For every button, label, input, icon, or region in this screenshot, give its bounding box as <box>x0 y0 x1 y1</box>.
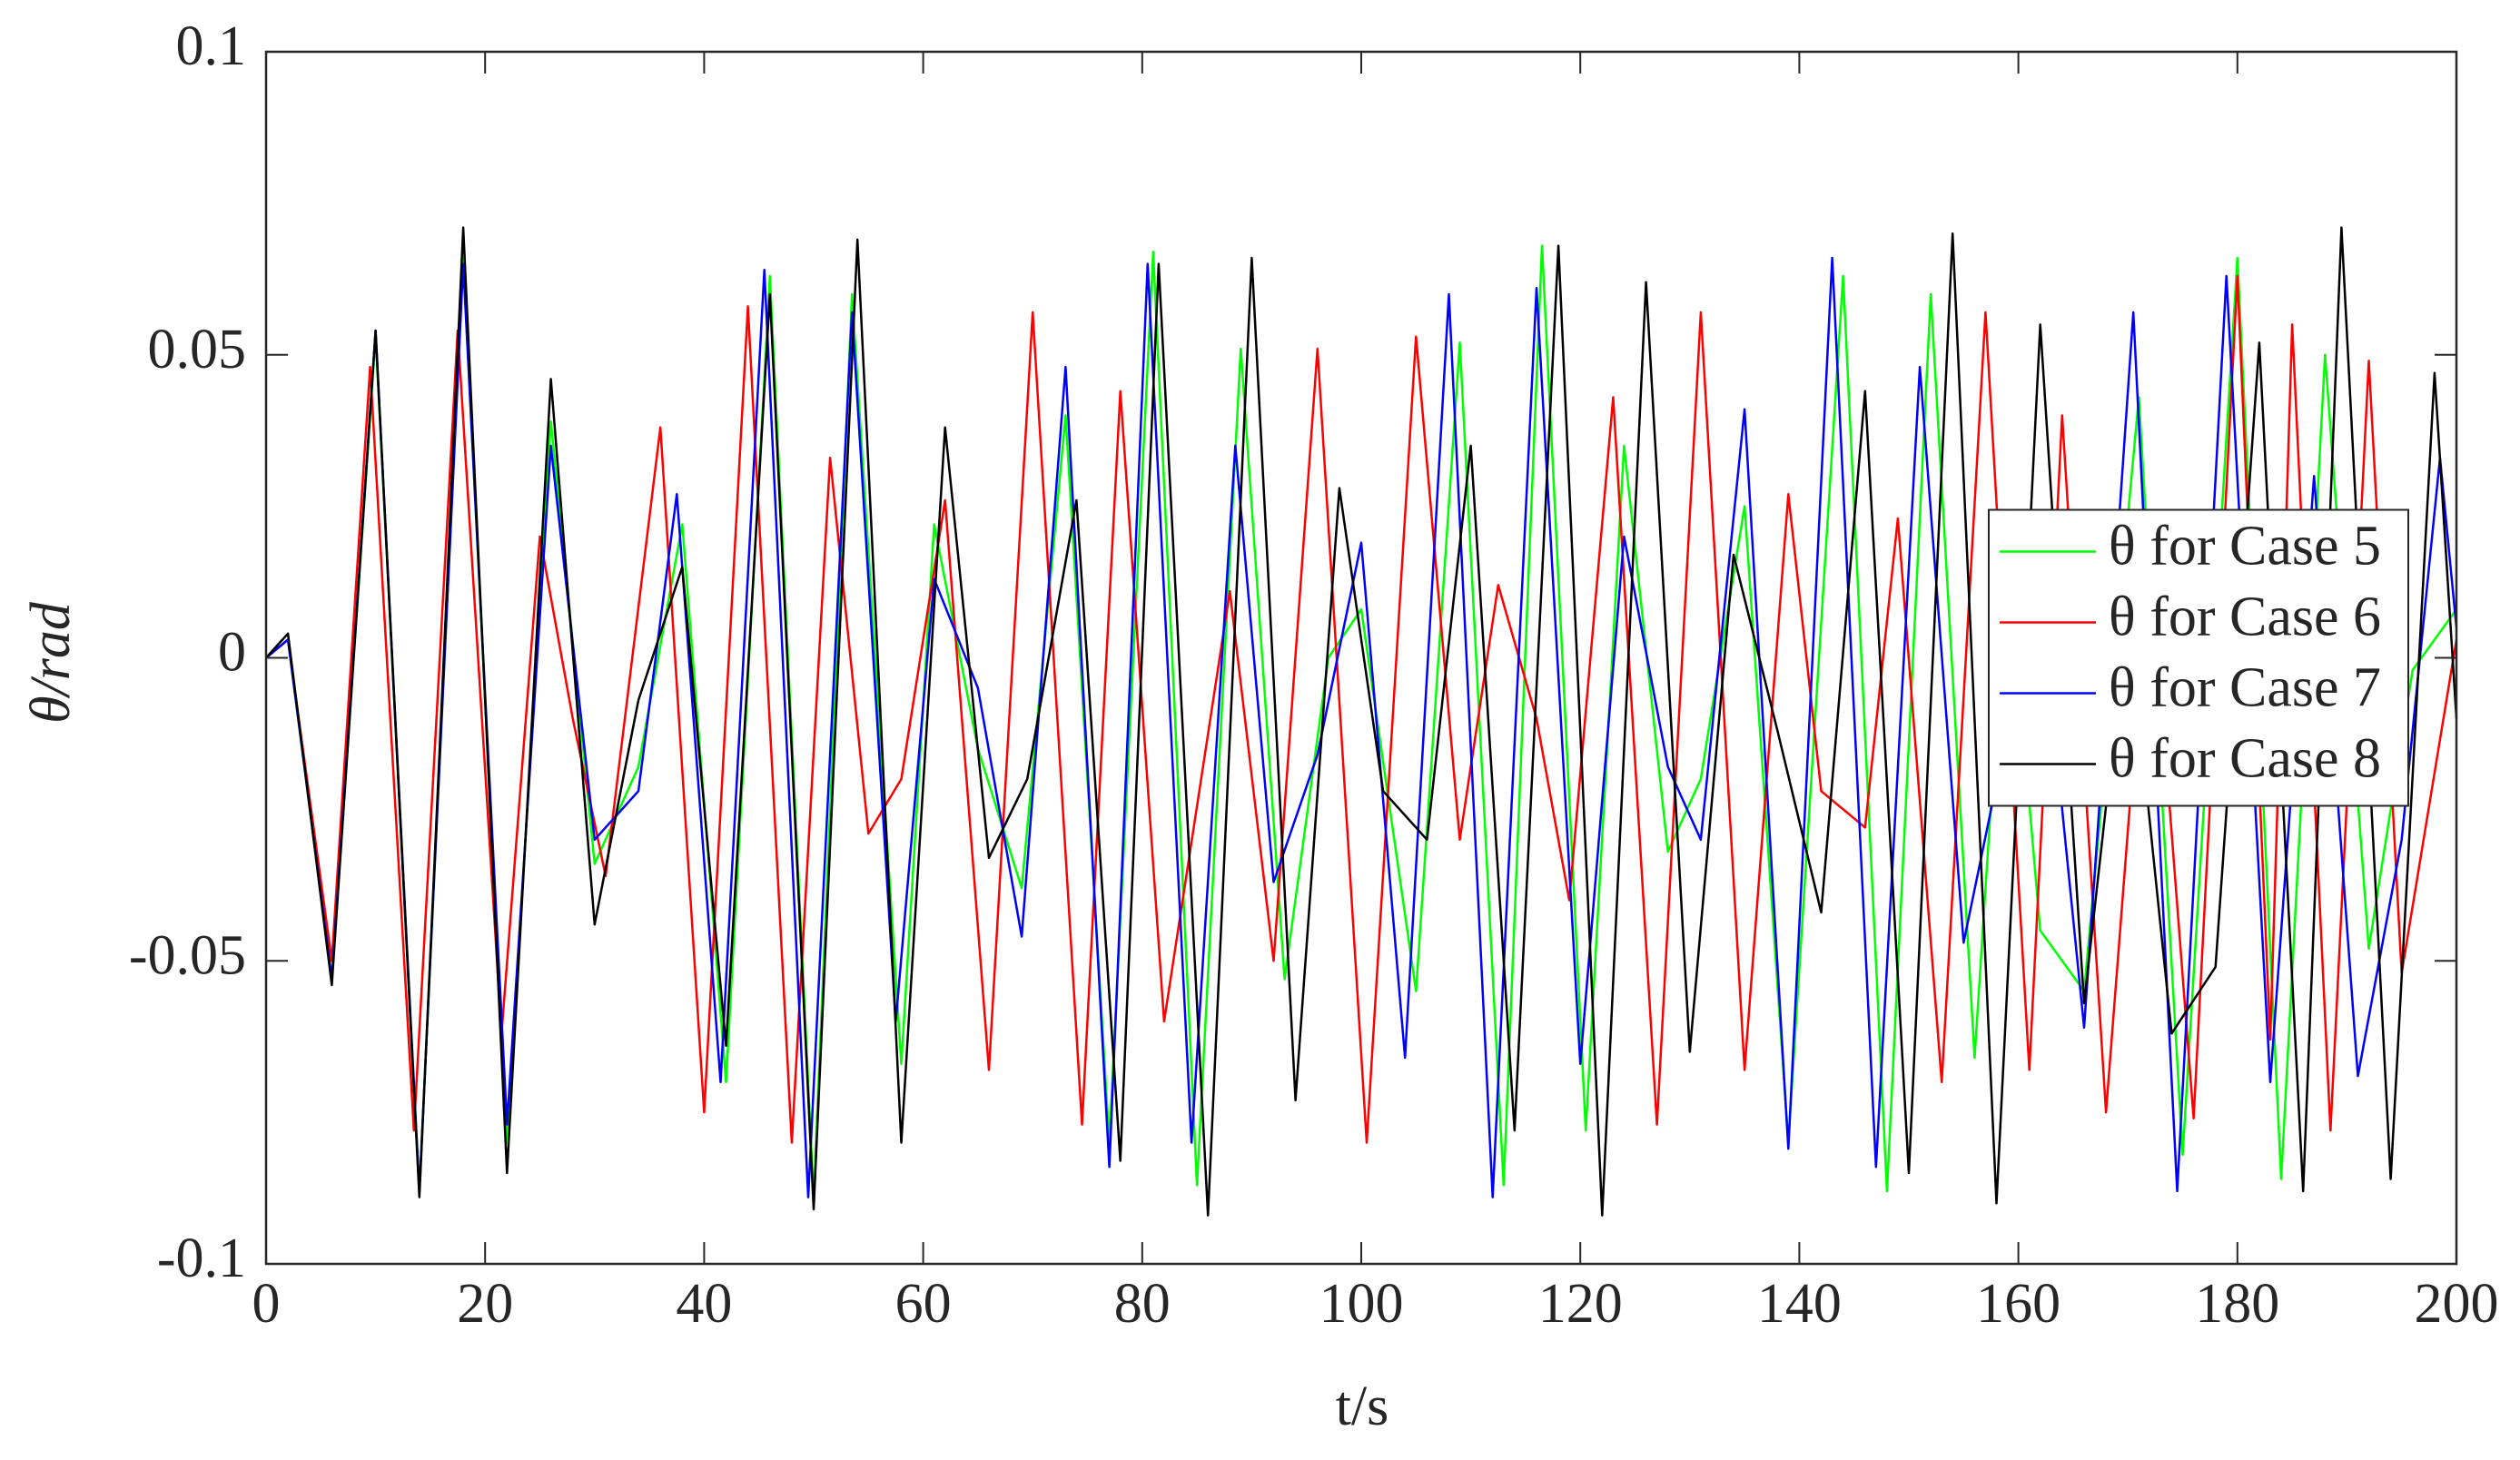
x-tick-label: 0 <box>252 1273 281 1335</box>
x-tick-label: 40 <box>676 1273 732 1335</box>
legend-label: θ for Case 5 <box>2109 516 2381 577</box>
legend-box <box>1988 508 2409 807</box>
x-tick-label: 60 <box>895 1273 952 1335</box>
series-line <box>265 274 2458 1144</box>
x-tick-label: 120 <box>1538 1273 1623 1335</box>
legend-label: θ for Case 6 <box>2109 587 2381 648</box>
y-axis-label: θ/rad <box>20 601 82 724</box>
x-tick-label: 100 <box>1319 1273 1404 1335</box>
y-tick-label: 0 <box>218 622 246 684</box>
x-tick-label: 140 <box>1757 1273 1842 1335</box>
y-tick-label: -0.05 <box>129 924 246 986</box>
x-tick-label: 200 <box>2415 1273 2499 1335</box>
plot-frame <box>264 50 2458 1266</box>
x-tick-label: 20 <box>457 1273 513 1335</box>
y-tick-label: 0.05 <box>148 319 247 380</box>
legend-label: θ for Case 7 <box>2109 657 2381 719</box>
x-tick-label: 160 <box>1976 1273 2060 1335</box>
y-tick-label: 0.1 <box>176 15 247 77</box>
x-tick-label: 80 <box>1114 1273 1171 1335</box>
x-axis-label: t/s <box>1336 1376 1389 1437</box>
y-tick-label: -0.1 <box>157 1228 246 1289</box>
legend-label: θ for Case 8 <box>2109 728 2381 790</box>
x-tick-label: 180 <box>2195 1273 2279 1335</box>
